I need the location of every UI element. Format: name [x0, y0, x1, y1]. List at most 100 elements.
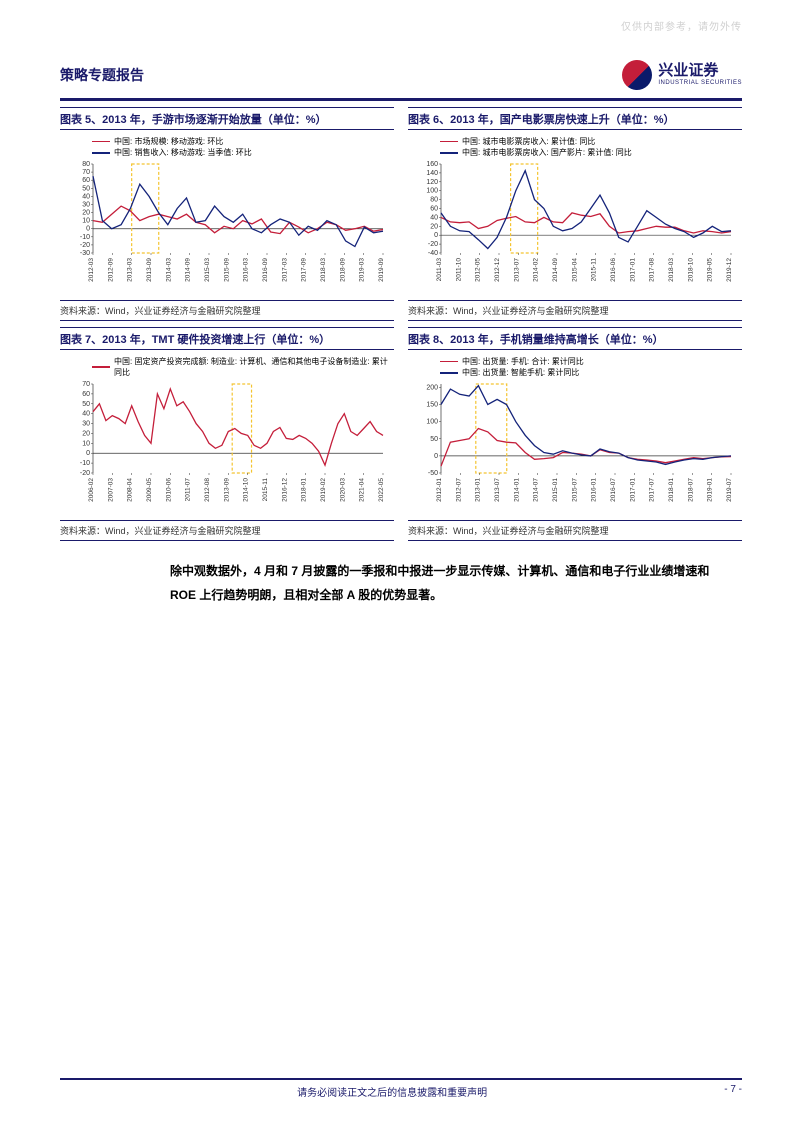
chart-6: 图表 6、2013 年，国产电影票房快速上升（单位：%） 中国: 城市电影票房收… [408, 107, 742, 321]
svg-text:100: 100 [426, 419, 438, 426]
svg-text:2015-09: 2015-09 [223, 258, 230, 282]
svg-text:2012-05: 2012-05 [475, 258, 482, 282]
svg-text:-10: -10 [80, 460, 90, 467]
chart-source: 资料来源：Wind，兴业证券经济与金融研究院整理 [408, 300, 742, 321]
svg-text:2019-09: 2019-09 [378, 258, 385, 282]
svg-text:60: 60 [82, 178, 90, 185]
svg-text:2013-09: 2013-09 [146, 258, 153, 282]
svg-text:2014-09: 2014-09 [185, 258, 192, 282]
svg-text:2018-03: 2018-03 [668, 258, 675, 282]
svg-text:30: 30 [82, 421, 90, 428]
svg-text:140: 140 [426, 170, 438, 177]
body-paragraph: 除中观数据外，4 月和 7 月披露的一季报和中报进一步显示传媒、计算机、通信和电… [170, 559, 730, 607]
svg-text:2018-03: 2018-03 [320, 258, 327, 282]
svg-text:2018-10: 2018-10 [687, 258, 694, 282]
svg-text:40: 40 [430, 215, 438, 222]
logo-en: INDUSTRIAL SECURITIES [658, 80, 742, 87]
charts-grid: 图表 5、2013 年，手游市场逐渐开始放量（单位：%） 中国: 市场规模: 移… [60, 107, 742, 541]
chart-svg: -30-20-10010203040506070802012-032012-09… [62, 160, 392, 285]
svg-text:80: 80 [82, 161, 90, 168]
svg-text:2015-11: 2015-11 [591, 258, 598, 282]
page-footer: 请务必阅读正文之后的信息披露和重要声明 - 7 - [60, 1078, 742, 1099]
svg-text:10: 10 [82, 441, 90, 448]
svg-text:40: 40 [82, 194, 90, 201]
svg-text:2018-01: 2018-01 [301, 478, 308, 502]
svg-text:2016-09: 2016-09 [262, 258, 269, 282]
footer-disclaimer: 请务必阅读正文之后的信息披露和重要声明 [297, 1084, 487, 1099]
logo-mark-icon [622, 60, 652, 90]
svg-text:-50: -50 [428, 470, 438, 477]
svg-text:2008-04: 2008-04 [127, 478, 134, 502]
watermark: 仅供内部参考，请勿外传 [621, 18, 742, 33]
chart-source: 资料来源：Wind，兴业证券经济与金融研究院整理 [60, 520, 394, 541]
svg-text:0: 0 [434, 453, 438, 460]
svg-text:150: 150 [426, 402, 438, 409]
svg-text:2013-09: 2013-09 [223, 478, 230, 502]
svg-text:2017-08: 2017-08 [649, 258, 656, 282]
svg-text:2012-03: 2012-03 [88, 258, 95, 282]
svg-text:2019-05: 2019-05 [707, 258, 714, 282]
page-number: - 7 - [724, 1084, 742, 1099]
svg-text:2016-03: 2016-03 [243, 258, 250, 282]
svg-text:2022-05: 2022-05 [378, 478, 385, 502]
svg-text:2019-03: 2019-03 [359, 258, 366, 282]
svg-text:2018-01: 2018-01 [668, 478, 675, 502]
svg-text:2014-02: 2014-02 [533, 258, 540, 282]
svg-text:2012-12: 2012-12 [494, 258, 501, 282]
svg-text:2019-12: 2019-12 [726, 258, 733, 282]
svg-text:2006-02: 2006-02 [88, 478, 95, 502]
svg-text:30: 30 [82, 202, 90, 209]
chart-8: 图表 8、2013 年，手机销量维持高增长（单位：%） 中国: 出货量: 手机:… [408, 327, 742, 541]
svg-text:2015-03: 2015-03 [204, 258, 211, 282]
chart-legend: 中国: 市场规模: 移动游戏: 环比中国: 销售收入: 移动游戏: 当季值: 环… [92, 136, 392, 158]
svg-text:120: 120 [426, 179, 438, 186]
svg-text:2016-06: 2016-06 [610, 258, 617, 282]
svg-text:2015-07: 2015-07 [571, 478, 578, 502]
svg-text:2014-03: 2014-03 [165, 258, 172, 282]
chart-title: 图表 8、2013 年，手机销量维持高增长（单位：%） [408, 327, 742, 350]
svg-text:2014-10: 2014-10 [243, 478, 250, 502]
svg-text:2015-11: 2015-11 [262, 478, 269, 502]
svg-text:50: 50 [82, 401, 90, 408]
svg-text:2013-07: 2013-07 [494, 478, 501, 502]
svg-text:2012-01: 2012-01 [436, 478, 443, 502]
svg-text:40: 40 [82, 411, 90, 418]
chart-svg: -20-100102030405060702006-022007-032008-… [62, 380, 392, 505]
svg-text:2021-04: 2021-04 [359, 478, 366, 502]
svg-text:2019-07: 2019-07 [726, 478, 733, 502]
header-rule [60, 98, 742, 101]
svg-text:20: 20 [82, 431, 90, 438]
svg-text:2012-08: 2012-08 [204, 478, 211, 502]
svg-text:2020-03: 2020-03 [339, 478, 346, 502]
svg-text:2011-10: 2011-10 [455, 258, 462, 282]
svg-text:2007-03: 2007-03 [107, 478, 114, 502]
chart-title: 图表 7、2013 年，TMT 硬件投资增速上行（单位：%） [60, 327, 394, 350]
svg-text:2019-01: 2019-01 [707, 478, 714, 502]
page-header: 策略专题报告 兴业证券 INDUSTRIAL SECURITIES [60, 60, 742, 90]
svg-text:-20: -20 [428, 241, 438, 248]
chart-5: 图表 5、2013 年，手游市场逐渐开始放量（单位：%） 中国: 市场规模: 移… [60, 107, 394, 321]
footer-rule [60, 1078, 742, 1080]
chart-title: 图表 6、2013 年，国产电影票房快速上升（单位：%） [408, 107, 742, 130]
svg-text:2012-09: 2012-09 [107, 258, 114, 282]
svg-text:2018-09: 2018-09 [339, 258, 346, 282]
svg-text:2017-01: 2017-01 [629, 258, 636, 282]
svg-text:20: 20 [82, 210, 90, 217]
svg-text:2012-07: 2012-07 [455, 478, 462, 502]
svg-text:70: 70 [82, 381, 90, 388]
svg-text:2016-12: 2016-12 [281, 478, 288, 502]
logo-text: 兴业证券 INDUSTRIAL SECURITIES [658, 63, 742, 86]
svg-text:2016-07: 2016-07 [610, 478, 617, 502]
svg-text:2018-07: 2018-07 [687, 478, 694, 502]
svg-text:100: 100 [426, 188, 438, 195]
chart-svg: -500501001502002012-012012-072013-012013… [410, 380, 740, 505]
svg-text:2010-06: 2010-06 [165, 478, 172, 502]
svg-text:50: 50 [430, 436, 438, 443]
svg-text:80: 80 [430, 197, 438, 204]
svg-text:-10: -10 [80, 234, 90, 241]
svg-text:-30: -30 [80, 250, 90, 257]
svg-text:-20: -20 [80, 470, 90, 477]
svg-text:2011-07: 2011-07 [185, 478, 192, 502]
chart-svg: -40-200204060801001201401602011-032011-1… [410, 160, 740, 285]
svg-text:2009-05: 2009-05 [146, 478, 153, 502]
